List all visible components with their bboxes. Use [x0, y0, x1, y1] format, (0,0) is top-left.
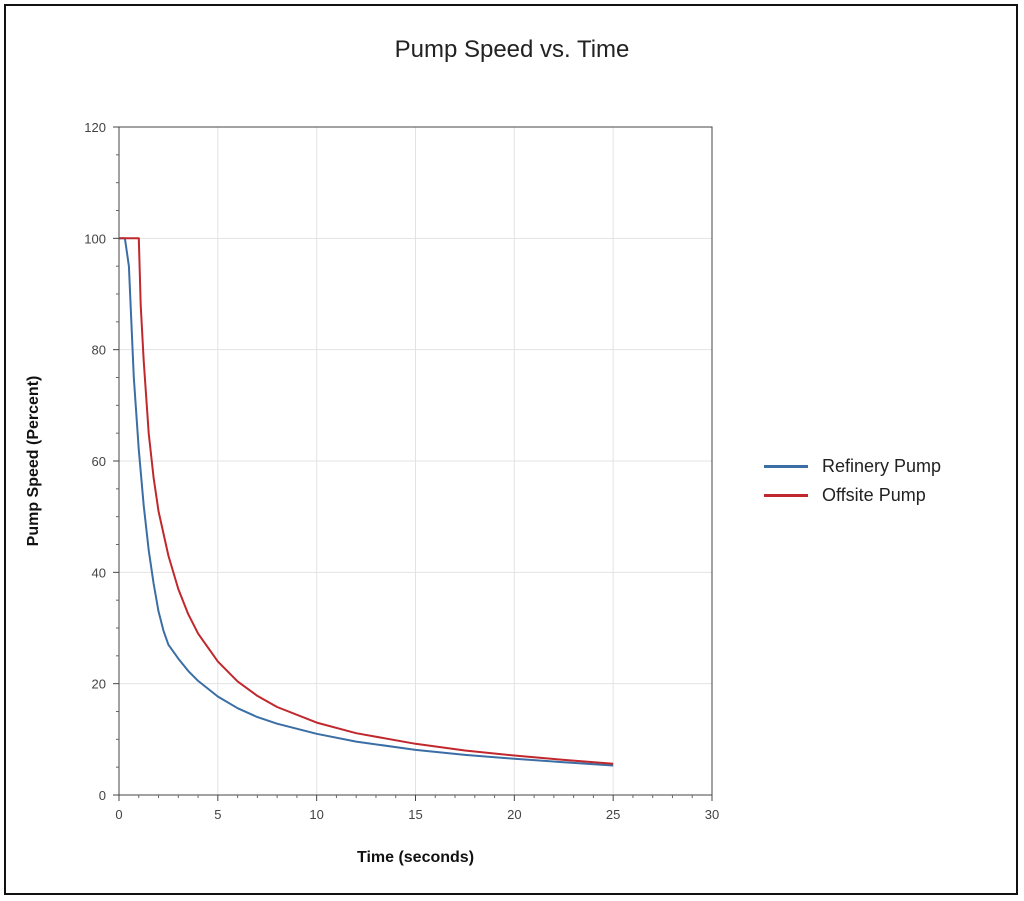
x-tick-label: 30: [705, 807, 719, 822]
series-line-offsite-pump: [119, 237, 614, 765]
x-tick-label: 5: [214, 807, 221, 822]
y-tick-label: 60: [92, 454, 106, 469]
axis-ticks: 0 5 10 15 20 25 30 0 20 40 60 80 100 120: [84, 120, 719, 822]
legend: Refinery Pump Offsite Pump: [764, 452, 941, 510]
legend-item-refinery-pump: Refinery Pump: [764, 452, 941, 481]
legend-label-refinery-pump: Refinery Pump: [822, 456, 942, 476]
legend-swatch-refinery-pump: [764, 465, 808, 468]
y-tick-label: 0: [99, 788, 106, 803]
x-tick-label: 25: [606, 807, 620, 822]
legend-swatch-offsite-pump: [764, 494, 808, 497]
y-axis-label: Pump Speed (Percent): [25, 376, 42, 547]
y-tick-label: 20: [92, 677, 106, 692]
series-line-refinery-pump: [119, 237, 614, 767]
x-axis-label: Time (seconds): [357, 849, 474, 866]
chart-frame: [4, 4, 1018, 895]
y-tick-label: 120: [84, 120, 106, 135]
x-tick-label: 10: [309, 807, 323, 822]
grid-lines: [119, 127, 713, 795]
series-lines: [119, 237, 614, 767]
x-tick-label: 0: [115, 807, 122, 822]
x-tick-label: 15: [408, 807, 422, 822]
legend-label-offsite-pump: Offsite Pump: [822, 485, 926, 505]
x-tick-label: 20: [507, 807, 521, 822]
y-tick-label: 80: [92, 343, 106, 358]
legend-item-offsite-pump: Offsite Pump: [764, 481, 941, 510]
chart-title: Pump Speed vs. Time: [394, 36, 630, 63]
y-tick-label: 40: [92, 565, 106, 580]
y-tick-label: 100: [84, 231, 106, 246]
